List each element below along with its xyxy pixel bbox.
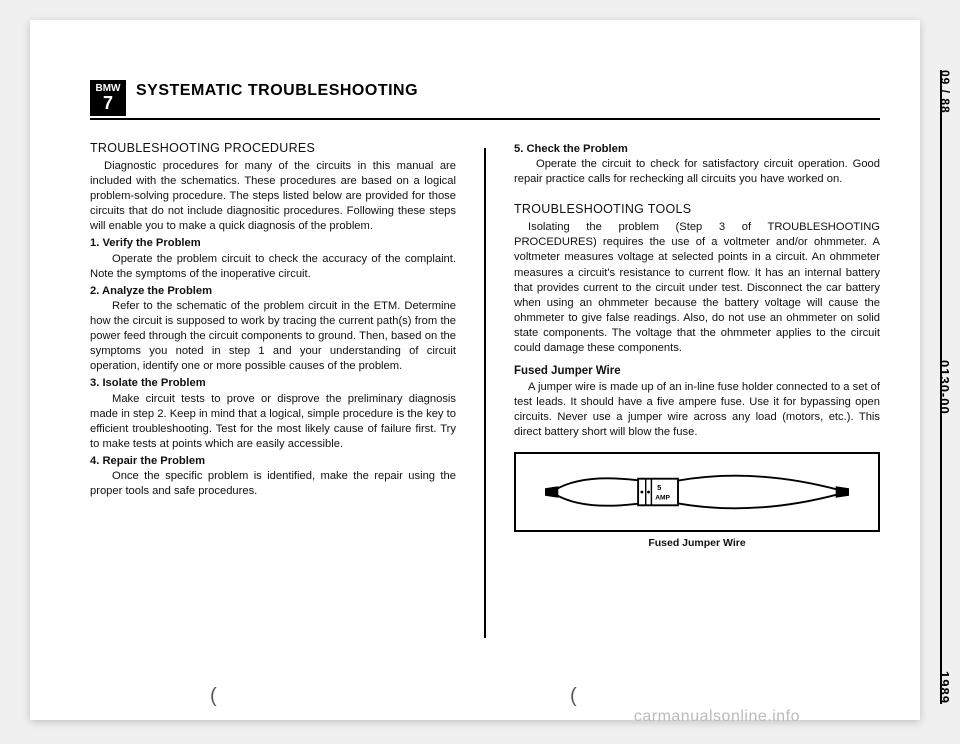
step-1-num: 1.: [90, 237, 99, 249]
watermark: carmanualsonline.info: [634, 708, 800, 726]
step-4-num: 4.: [90, 455, 99, 467]
step-4-body: Once the specific problem is identified,…: [90, 469, 456, 499]
step-5-title: Check the Problem: [526, 143, 627, 155]
step-1: 1. Verify the Problem Operate the proble…: [90, 236, 456, 281]
step-3-head: 3. Isolate the Problem: [90, 376, 456, 391]
tools-title: TROUBLESHOOTING TOOLS: [514, 201, 880, 218]
print-mark-left: (: [210, 685, 217, 708]
step-3-title: Isolate the Problem: [102, 377, 205, 389]
jumper-head: Fused Jumper Wire: [514, 364, 880, 380]
step-4: 4. Repair the Problem Once the specific …: [90, 454, 456, 499]
figure-caption: Fused Jumper Wire: [514, 536, 880, 550]
right-column: 5. Check the Problem Operate the circuit…: [514, 140, 880, 638]
header-row: BMW 7 SYSTEMATIC TROUBLESHOOTING: [90, 80, 880, 120]
step-5-body: Operate the circuit to check for satisfa…: [514, 157, 880, 187]
content-columns: TROUBLESHOOTING PROCEDURES Diagnostic pr…: [90, 140, 880, 638]
side-year: 1989: [937, 671, 952, 704]
step-2-num: 2.: [90, 285, 99, 297]
step-5-num: 5.: [514, 143, 523, 155]
step-2-body: Refer to the schematic of the problem ci…: [90, 299, 456, 375]
tools-body: Isolating the problem (Step 3 of TROUBLE…: [514, 220, 880, 356]
manual-page: BMW 7 SYSTEMATIC TROUBLESHOOTING TROUBLE…: [30, 20, 920, 720]
step-3-num: 3.: [90, 377, 99, 389]
jumper-body: A jumper wire is made up of an in-line f…: [514, 380, 880, 440]
step-2-title: Analyze the Problem: [102, 285, 212, 297]
step-4-title: Repair the Problem: [102, 455, 205, 467]
fuse-amp-unit: AMP: [655, 495, 670, 502]
left-column: TROUBLESHOOTING PROCEDURES Diagnostic pr…: [90, 140, 456, 638]
procedures-title: TROUBLESHOOTING PROCEDURES: [90, 140, 456, 157]
page-title: SYSTEMATIC TROUBLESHOOTING: [136, 80, 418, 100]
jumper-figure: 5 AMP: [514, 452, 880, 532]
step-1-head: 1. Verify the Problem: [90, 236, 456, 251]
print-mark-right: (: [570, 685, 577, 708]
step-1-body: Operate the problem circuit to check the…: [90, 252, 456, 282]
step-5: 5. Check the Problem Operate the circuit…: [514, 142, 880, 187]
step-1-title: Verify the Problem: [102, 237, 200, 249]
bmw-badge: BMW 7: [90, 80, 126, 116]
side-code: 0130-00: [937, 360, 952, 415]
step-2: 2. Analyze the Problem Refer to the sche…: [90, 284, 456, 375]
step-3: 3. Isolate the Problem Make circuit test…: [90, 376, 456, 452]
procedures-intro: Diagnostic procedures for many of the ci…: [90, 159, 456, 235]
badge-series: 7: [90, 94, 126, 114]
step-3-body: Make circuit tests to prove or disprove …: [90, 392, 456, 452]
column-divider: [484, 148, 486, 638]
step-2-head: 2. Analyze the Problem: [90, 284, 456, 299]
step-5-head: 5. Check the Problem: [514, 142, 880, 157]
step-4-head: 4. Repair the Problem: [90, 454, 456, 469]
jumper-wire-icon: 5 AMP: [516, 454, 878, 530]
side-date: 09 / 88: [938, 70, 952, 114]
